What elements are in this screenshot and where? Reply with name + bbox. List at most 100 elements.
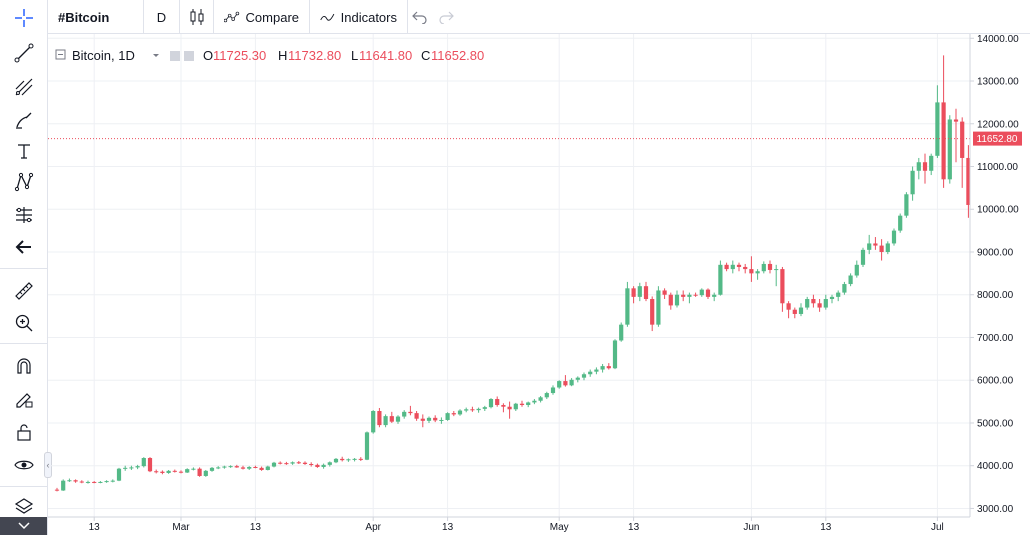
chart-type-button[interactable] (180, 0, 214, 34)
candle-body (526, 402, 531, 406)
candle-body (377, 410, 382, 426)
candle-body (98, 481, 103, 483)
candle-body (222, 466, 227, 468)
candle-body (135, 466, 140, 468)
candle-body (495, 399, 500, 406)
legend-dropdown-icon[interactable] (153, 54, 159, 57)
candle-body (569, 379, 574, 386)
time-tick-label: Apr (365, 522, 381, 533)
eye-icon[interactable] (8, 451, 40, 479)
scroll-down-button[interactable] (0, 517, 47, 535)
candle-body (464, 409, 469, 411)
candle-body (278, 462, 283, 464)
crosshair-icon[interactable] (8, 4, 40, 32)
prediction-icon[interactable] (8, 201, 40, 229)
candle-body (147, 458, 153, 472)
price-tick-label: 8000.00 (977, 290, 1014, 301)
candle-body (612, 340, 618, 369)
candle-body (538, 397, 543, 401)
text-icon[interactable] (8, 137, 40, 165)
candle-body (265, 466, 270, 470)
candle-body (371, 410, 376, 433)
candle-body (767, 263, 773, 270)
candle-body (668, 294, 673, 306)
candle-body (271, 462, 277, 467)
candle-body (470, 409, 475, 411)
candle-body (228, 466, 233, 468)
price-axis[interactable] (970, 34, 1030, 535)
candle-body (929, 155, 934, 171)
price-tick-label: 4000.00 (977, 461, 1014, 472)
candle-body (805, 299, 810, 308)
candle-body (966, 157, 971, 205)
redo-button[interactable] (434, 0, 460, 34)
price-chart[interactable]: 14000.00 13000.00 12000.00 11000.00 10000.00… (48, 34, 1030, 535)
candle-body (718, 264, 723, 295)
candle-body (730, 264, 735, 270)
back-arrow-icon[interactable] (8, 233, 40, 261)
left-toolbar (0, 0, 48, 535)
high-label: H (278, 48, 287, 63)
candle-body (364, 432, 370, 460)
magnet-icon[interactable] (8, 352, 40, 380)
undo-button[interactable] (408, 0, 434, 34)
interval-button[interactable]: D (144, 0, 180, 34)
symbol-search-button[interactable]: #Bitcoin (48, 0, 144, 34)
layers-icon[interactable] (8, 493, 40, 521)
candle-body (817, 303, 822, 308)
candle-body (662, 290, 667, 295)
chart-legend: Bitcoin, 1D O 11725.30 H 11732.80 L 1164… (55, 48, 484, 63)
candle-body (916, 162, 921, 171)
candle-body (532, 400, 537, 403)
candle-body (650, 299, 655, 325)
legend-title: Bitcoin, 1D (72, 48, 135, 63)
candle-body (637, 286, 642, 297)
compare-button[interactable]: Compare (214, 0, 310, 34)
candle-body (625, 288, 630, 325)
candle-body (476, 408, 481, 411)
hide-icon[interactable] (184, 51, 194, 61)
pattern-icon[interactable] (8, 168, 40, 196)
time-tick-label: 13 (628, 522, 640, 533)
candle-body (513, 403, 518, 410)
candle-body (340, 458, 345, 461)
ruler-icon[interactable] (8, 277, 40, 305)
time-axis[interactable] (48, 517, 970, 535)
candle-body (67, 480, 72, 482)
lock-drawing-icon[interactable] (8, 385, 40, 413)
indicators-label: Indicators (340, 9, 397, 25)
zoom-in-icon[interactable] (8, 309, 40, 337)
candle-body (935, 102, 940, 156)
candle-body (761, 263, 766, 272)
candle-body (123, 467, 128, 469)
candle-body (941, 102, 946, 180)
candle-body (85, 481, 91, 483)
indicators-button[interactable]: Indicators (310, 0, 408, 34)
candle-body (656, 290, 661, 325)
candle-body (904, 194, 909, 216)
candle-body (284, 463, 289, 465)
trend-line-icon[interactable] (8, 39, 40, 67)
candle-body (811, 299, 816, 304)
price-tick-label: 7000.00 (977, 333, 1014, 344)
candle-body (544, 393, 549, 398)
fib-icon[interactable] (8, 73, 40, 101)
unlock-icon[interactable] (8, 418, 40, 446)
candle-body (829, 296, 835, 300)
candle-body (860, 249, 866, 265)
price-tick-label: 6000.00 (977, 376, 1014, 387)
candle-body (439, 419, 444, 421)
price-tick-label: 5000.00 (977, 418, 1014, 429)
brush-icon[interactable] (8, 106, 40, 134)
price-tick-label: 10000.00 (977, 205, 1019, 216)
chart-grid (48, 34, 970, 517)
candle-body (699, 289, 704, 296)
settings-icon[interactable] (170, 51, 180, 61)
close-label: C (421, 48, 430, 63)
time-tick-label: May (550, 522, 569, 533)
toolbar-collapse-handle[interactable]: ‹ (44, 452, 52, 478)
time-tick-label: Jun (743, 522, 759, 533)
candle-body (724, 264, 729, 270)
candle-body (575, 377, 580, 380)
